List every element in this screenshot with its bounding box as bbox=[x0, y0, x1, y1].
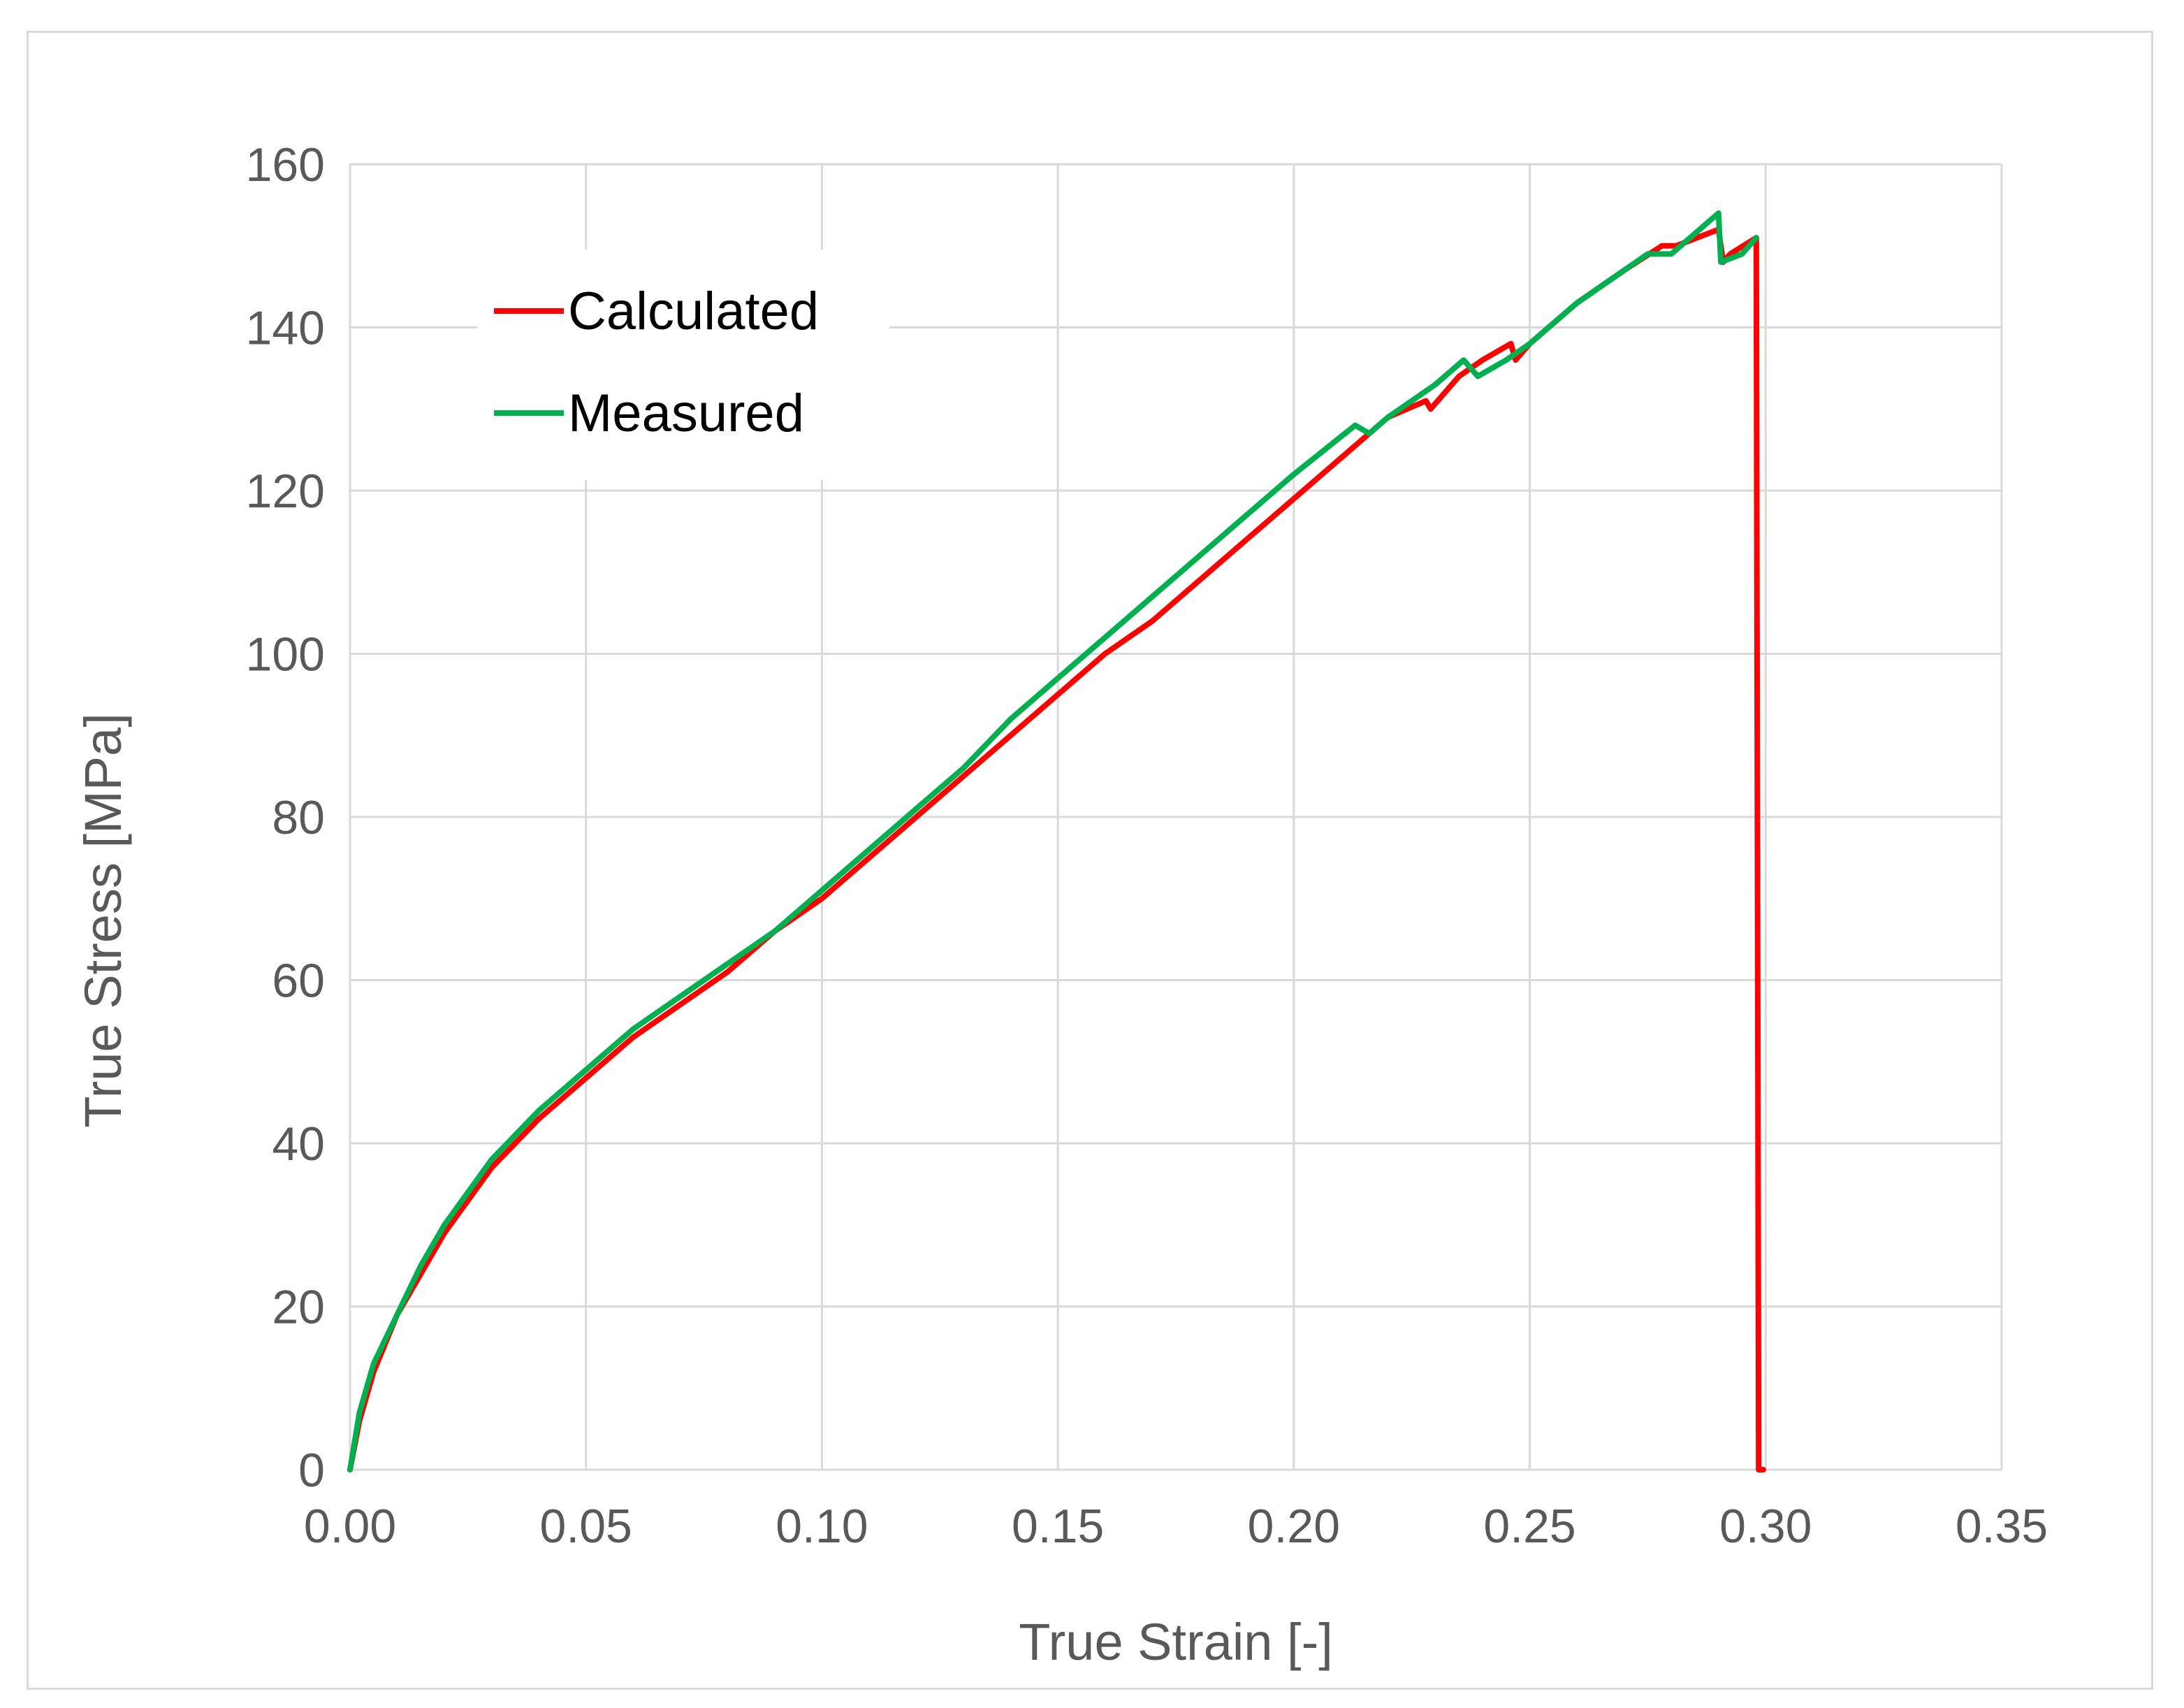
y-tick-label: 40 bbox=[272, 1117, 325, 1171]
legend-label: Calculated bbox=[568, 282, 819, 341]
x-tick-label: 0.00 bbox=[304, 1500, 396, 1553]
y-tick-label: 0 bbox=[298, 1444, 325, 1497]
y-tick-label: 120 bbox=[246, 465, 325, 518]
y-tick-label: 140 bbox=[246, 302, 325, 355]
y-tick-label: 100 bbox=[246, 628, 325, 681]
y-axis-title: True Stress [MPa] bbox=[74, 713, 132, 1128]
y-tick-label: 160 bbox=[246, 138, 325, 191]
series-line-calculated bbox=[347, 226, 1766, 1472]
x-tick-label: 0.20 bbox=[1248, 1500, 1340, 1553]
x-tick-label: 0.15 bbox=[1012, 1500, 1104, 1553]
x-axis-title: True Strain [-] bbox=[1019, 1613, 1333, 1671]
chart-frame: 0 20 40 60 80 100 120 140 160 0.00 0.05 0.10 0.15 0.2… bbox=[27, 31, 2153, 1690]
chart-svg: 0 20 40 60 80 100 120 140 160 0.00 0.05 0.10 0.15 0.2… bbox=[74, 138, 2048, 1671]
legend-box bbox=[477, 249, 889, 480]
x-tick-label: 0.10 bbox=[776, 1500, 868, 1553]
x-tick-label: 0.30 bbox=[1719, 1500, 1812, 1553]
x-tick-label: 0.35 bbox=[1956, 1500, 2048, 1553]
x-tick-label: 0.25 bbox=[1483, 1500, 1575, 1553]
y-tick-label: 20 bbox=[272, 1281, 325, 1334]
series-line-measured bbox=[347, 210, 1759, 1472]
y-tick-label: 80 bbox=[272, 791, 325, 844]
x-tick-label: 0.05 bbox=[540, 1500, 632, 1553]
y-tick-label: 60 bbox=[272, 955, 325, 1008]
legend-label: Measured bbox=[568, 384, 804, 443]
